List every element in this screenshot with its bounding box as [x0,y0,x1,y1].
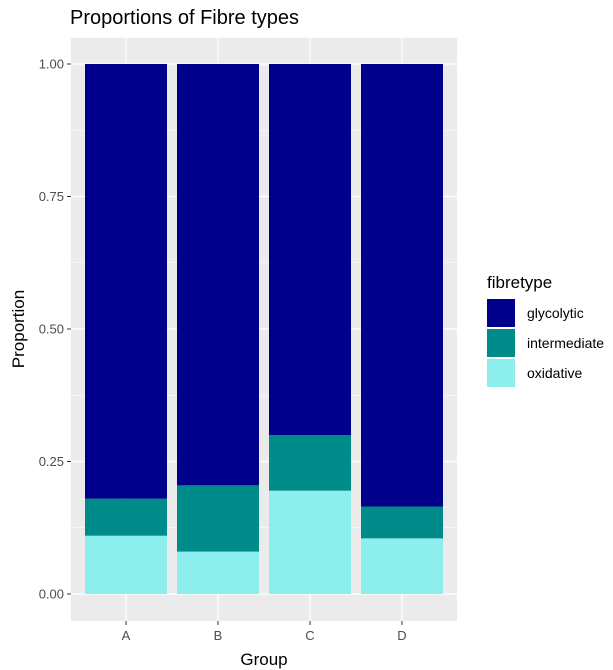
x-tick-label: B [214,628,223,643]
bars [85,64,443,594]
bar-B-oxidative [177,551,259,594]
bar-A-oxidative [85,535,167,594]
bar-C-glycolytic [269,64,351,435]
y-tick-label: 0.75 [39,189,64,204]
x-tick-label: A [122,628,131,643]
bar-A-glycolytic [85,64,167,499]
legend: glycolytic intermediate oxidative [487,299,604,387]
y-axis-title: Proportion [9,290,28,368]
legend-key-glycolytic [487,299,515,327]
x-tick-label: C [305,628,314,643]
y-tick-label: 0.50 [39,322,64,337]
y-tick-label: 1.00 [39,57,64,72]
y-axis-ticks: 0.00 0.25 0.50 0.75 1.00 [39,57,71,602]
bar-D-oxidative [361,538,443,594]
bar-D-intermediate [361,506,443,539]
legend-label-glycolytic: glycolytic [527,305,584,321]
bar-C-intermediate [269,435,351,491]
legend-title: fibretype [487,273,552,292]
x-axis-ticks: A B C D [122,621,407,643]
y-tick-label: 0.00 [39,587,64,602]
legend-label-oxidative: oxidative [527,365,582,381]
bar-D-glycolytic [361,64,443,507]
legend-key-oxidative [487,359,515,387]
legend-key-intermediate [487,329,515,357]
x-axis-title: Group [240,650,287,669]
bar-A-intermediate [85,498,167,536]
x-tick-label: D [397,628,406,643]
bar-B-glycolytic [177,64,259,486]
chart-title: Proportions of Fibre types [70,7,299,29]
bar-C-oxidative [269,490,351,594]
y-tick-label: 0.25 [39,454,64,469]
bar-B-intermediate [177,485,259,552]
legend-label-intermediate: intermediate [527,335,604,351]
